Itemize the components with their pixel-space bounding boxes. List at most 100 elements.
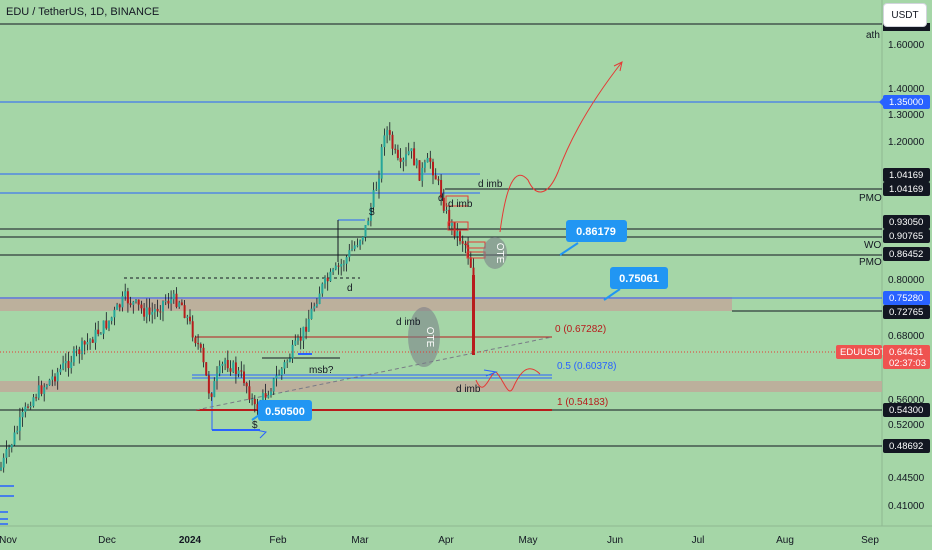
candle-body (216, 373, 218, 382)
fib-retracement[interactable] (195, 336, 553, 411)
candle-body (472, 275, 475, 355)
callout-075061-text: 0.75061 (619, 273, 659, 285)
candle-body (440, 180, 443, 198)
x-tick: Nov (0, 535, 17, 546)
currency-button[interactable]: USDT (883, 3, 927, 27)
candle-body (105, 320, 108, 329)
candle-body (54, 376, 56, 382)
price-tag-3-text: 1.04169 (889, 184, 923, 195)
candle-body (278, 375, 281, 377)
candle-body (280, 368, 283, 376)
candle-body (108, 320, 110, 329)
candle-body (191, 321, 194, 338)
candle-body (243, 371, 245, 384)
candle-body (24, 406, 27, 412)
candle-body (10, 444, 13, 448)
candle-body (32, 397, 35, 407)
candle-body (442, 197, 445, 211)
candle-body (0, 467, 2, 470)
candle-body (380, 147, 383, 179)
candle-body (151, 312, 154, 315)
candle-body (423, 162, 426, 168)
candle-body (267, 395, 270, 398)
level-lines (0, 23, 882, 525)
candle-body (402, 159, 405, 162)
range-arrow (483, 369, 498, 377)
candle-body (170, 299, 173, 304)
price-tag-4: 0.93050 (883, 215, 930, 229)
d-label-2: d (438, 193, 444, 204)
y-tick: 1.30000 (888, 110, 925, 121)
y-tick: 1.40000 (888, 84, 925, 95)
candle-body (153, 308, 156, 313)
demand-zone (0, 381, 882, 392)
candle-body (245, 383, 248, 387)
time-axis-ticks: Nov Dec 2024 Feb Mar Apr May Jun Jul Aug… (0, 535, 879, 546)
candle-body (469, 257, 472, 268)
x-tick: Feb (269, 535, 287, 546)
candle-body (418, 160, 421, 181)
candle-body (86, 341, 89, 345)
price-tags: 1.35000 1.04169 1.04169 0.93050 0.90765 … (879, 95, 930, 453)
candle-body (288, 358, 291, 362)
candle-body (232, 362, 235, 372)
candle-body (97, 329, 100, 335)
candle-body (445, 209, 448, 211)
candle-body (353, 245, 356, 249)
candle-body (318, 293, 321, 305)
ath-label: ath (866, 30, 880, 41)
y-tick: 0.68000 (888, 331, 925, 342)
candle-body (91, 339, 94, 343)
candle-body (240, 370, 243, 372)
candle-body (369, 207, 372, 221)
callout-050500[interactable]: 0.50500 (251, 400, 312, 421)
d-imb-label-1: d imb (478, 179, 503, 190)
candle-body (270, 391, 272, 396)
candle-body (129, 303, 132, 305)
candle-body (16, 430, 19, 433)
ote-label-large: OTE (424, 327, 435, 348)
callout-086179[interactable]: 0.86179 (559, 220, 627, 256)
candle-body (388, 130, 391, 135)
candle-body (56, 372, 59, 382)
candle-body (159, 311, 162, 313)
candle-body (429, 157, 432, 162)
candle-body (35, 397, 38, 399)
candle-body (81, 341, 83, 355)
candle-body (329, 271, 332, 282)
candle-body (326, 277, 329, 282)
imbalance-boxes (445, 195, 486, 259)
candle-body (8, 447, 11, 450)
candle-body (205, 362, 208, 376)
candle-body (467, 245, 470, 258)
candle-body (237, 370, 240, 375)
price-tag-8: 0.72765 (883, 305, 930, 319)
candle-body (305, 326, 308, 332)
d-imb-label-2: d imb (448, 199, 473, 210)
candle-body (21, 411, 24, 418)
candle-body (221, 363, 224, 366)
fib-label-0: 0 (0.67282) (555, 324, 606, 335)
candle-body (332, 269, 335, 272)
candle-body (27, 406, 29, 408)
candle-body (299, 337, 302, 341)
callout-075061[interactable]: 0.75061 (603, 267, 668, 301)
candle-body (178, 302, 181, 307)
price-tag-10-text: 0.48692 (889, 441, 923, 452)
x-tick: May (519, 535, 538, 546)
candle-body (189, 316, 191, 322)
candle-body (83, 341, 86, 345)
candle-body (175, 293, 178, 307)
candle-body (37, 385, 40, 398)
candle-body (399, 157, 402, 162)
candle-body (383, 135, 386, 148)
callout-050500-text: 0.50500 (265, 406, 305, 418)
swing-arrow (255, 429, 268, 439)
candle-body (70, 362, 73, 369)
symbol-header[interactable]: EDU / TetherUS, 1D, BINANCE (6, 6, 160, 18)
candle-body (2, 457, 5, 468)
y-tick: 0.56000 (888, 395, 925, 406)
candle-body (162, 301, 164, 312)
candle-body (51, 376, 54, 380)
